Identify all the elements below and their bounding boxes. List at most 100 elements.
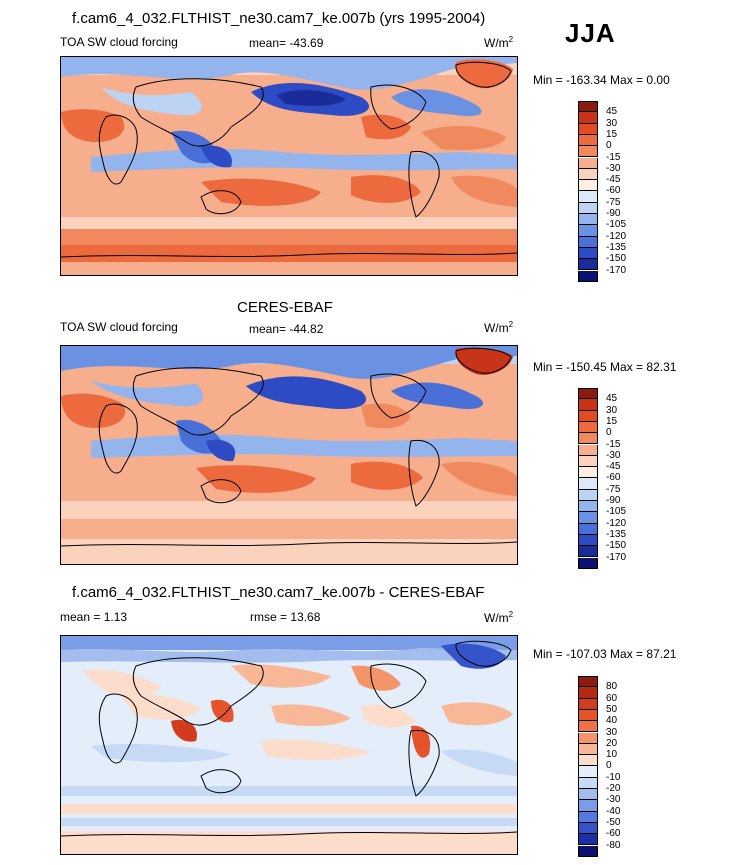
colorbar-cell bbox=[578, 146, 598, 158]
colorbar-tick-label: -50 bbox=[606, 816, 621, 828]
panel-1-mean: mean= -43.69 bbox=[249, 36, 324, 50]
colorbar-cell bbox=[578, 202, 598, 214]
colorbar-cell bbox=[578, 168, 598, 181]
colorbar-tick-label: 30 bbox=[606, 726, 618, 738]
colorbar-tick-label: 30 bbox=[606, 404, 618, 416]
colorbar-cell bbox=[578, 676, 598, 688]
colorbar-cell bbox=[578, 410, 598, 422]
colorbar-tick-label: -120 bbox=[606, 517, 627, 529]
colorbar-tick-label: -90 bbox=[606, 495, 621, 506]
colorbar-cell bbox=[578, 191, 598, 203]
colorbar-cell bbox=[578, 845, 598, 857]
colorbar-tick-label: 10 bbox=[606, 749, 618, 761]
colorbar-cell bbox=[578, 687, 598, 699]
colorbar-tick-label: -15 bbox=[606, 151, 621, 163]
colorbar-tick-label: -75 bbox=[606, 483, 621, 495]
colorbar-cell bbox=[578, 444, 598, 456]
colorbar-cell bbox=[578, 489, 598, 501]
colorbar-cell bbox=[578, 766, 598, 778]
colorbar-tick-label: 50 bbox=[606, 703, 618, 715]
colorbar-tick-label: -15 bbox=[606, 438, 621, 450]
colorbar-tick-label: -45 bbox=[606, 174, 621, 186]
colorbar-tick-label: -150 bbox=[606, 540, 627, 552]
colorbar-cell bbox=[578, 270, 598, 282]
panel-2-mean: mean= -44.82 bbox=[249, 322, 324, 336]
colorbar-tick-label: -10 bbox=[606, 771, 621, 783]
colorbar-tick-label: 15 bbox=[606, 415, 618, 427]
colorbar-cell bbox=[578, 743, 598, 756]
colorbar-cell bbox=[578, 157, 598, 169]
colorbar-tick-label: 20 bbox=[606, 737, 618, 749]
panel-3-mean: mean = 1.13 bbox=[60, 610, 128, 624]
colorbar-tick-label: 60 bbox=[606, 692, 618, 704]
colorbar-cell bbox=[578, 557, 598, 569]
colorbar-tick-label: -60 bbox=[606, 185, 621, 197]
colorbar-cell bbox=[578, 388, 598, 400]
colorbar-cell bbox=[578, 834, 598, 846]
colorbar-tick-label: 40 bbox=[606, 715, 618, 727]
colorbar-tick-label: 15 bbox=[606, 128, 618, 140]
colorbar-cell bbox=[578, 134, 598, 147]
season-label: JJA bbox=[565, 18, 616, 48]
colorbar-cell bbox=[578, 214, 598, 226]
colorbar-cell bbox=[578, 112, 598, 124]
colorbar-tick-label: -170 bbox=[606, 551, 627, 563]
panel-3-rmse: rmse = 13.68 bbox=[250, 610, 321, 624]
panel-1-map bbox=[60, 56, 518, 276]
colorbar-tick-label: -45 bbox=[606, 461, 621, 473]
colorbar-tick-label: -30 bbox=[606, 449, 621, 461]
colorbar-cell bbox=[578, 399, 598, 411]
panel-1-field bbox=[61, 57, 517, 275]
colorbar-tick-label: -75 bbox=[606, 196, 621, 208]
colorbar-cell bbox=[578, 225, 598, 237]
colorbar-tick-label: -170 bbox=[606, 264, 627, 276]
colorbar-cell bbox=[578, 247, 598, 260]
colorbar-cell bbox=[578, 777, 598, 789]
colorbar-tick-label: -30 bbox=[606, 794, 621, 806]
panel-2-left-label: TOA SW cloud forcing bbox=[60, 320, 178, 334]
colorbar-cell bbox=[578, 236, 598, 248]
colorbar-tick-label: -90 bbox=[606, 208, 621, 219]
colorbar-cell bbox=[578, 421, 598, 434]
colorbar-cell bbox=[578, 755, 598, 767]
colorbar-tick-label: -150 bbox=[606, 253, 627, 265]
colorbar-cell bbox=[578, 455, 598, 468]
colorbar-cell bbox=[578, 534, 598, 547]
colorbar-cell bbox=[578, 811, 598, 823]
colorbar-cell bbox=[578, 800, 598, 812]
colorbar-cell bbox=[578, 721, 598, 733]
colorbar-tick-label: 45 bbox=[606, 393, 618, 405]
panel-2-map bbox=[60, 345, 518, 565]
panel-1-title: f.cam6_4_032.FLTHIST_ne30.cam7_ke.007b (… bbox=[72, 10, 486, 27]
colorbar-cell bbox=[578, 698, 598, 710]
panel-2-minmax: Min = -150.45 Max = 82.31 bbox=[533, 360, 677, 374]
colorbar-tick-label: 30 bbox=[606, 117, 618, 129]
colorbar-tick-label: 0 bbox=[606, 760, 612, 772]
colorbar-tick-label: -105 bbox=[606, 506, 627, 518]
colorbar-tick-label: -135 bbox=[606, 241, 627, 253]
colorbar-cell bbox=[578, 546, 598, 558]
panel-2-units: W/m2 bbox=[484, 320, 514, 335]
colorbar-cell bbox=[578, 822, 598, 835]
panel-1-left-label: TOA SW cloud forcing bbox=[60, 35, 178, 49]
panel-2-title: CERES-EBAF bbox=[237, 299, 333, 316]
panel-1-units: W/m2 bbox=[484, 35, 514, 50]
colorbar-cell bbox=[578, 478, 598, 490]
colorbar-cell bbox=[578, 259, 598, 271]
colorbar-tick-label: 80 bbox=[606, 681, 618, 693]
panel-3-minmax: Min = -107.03 Max = 87.21 bbox=[533, 647, 677, 661]
colorbar-tick-label: -105 bbox=[606, 219, 627, 231]
colorbar-tick-label: -40 bbox=[606, 805, 621, 817]
colorbar-cell bbox=[578, 433, 598, 445]
colorbar-tick-label: -80 bbox=[606, 839, 621, 851]
colorbar-cell bbox=[578, 512, 598, 524]
colorbar-cell bbox=[578, 789, 598, 801]
colorbar-tick-label: 45 bbox=[606, 106, 618, 118]
colorbar-tick-label: -60 bbox=[606, 828, 621, 840]
colorbar-cell bbox=[578, 709, 598, 722]
colorbar-cell bbox=[578, 467, 598, 479]
colorbar-cell bbox=[578, 101, 598, 113]
panel-3-units: W/m2 bbox=[484, 610, 514, 625]
panel-3-field bbox=[61, 636, 517, 854]
colorbar-cell bbox=[578, 123, 598, 135]
